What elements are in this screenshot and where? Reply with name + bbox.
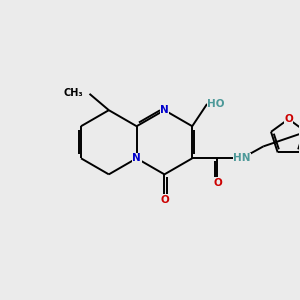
Text: O: O — [213, 178, 222, 188]
Text: N: N — [132, 153, 141, 163]
Text: O: O — [284, 114, 293, 124]
Text: HO: HO — [207, 99, 225, 109]
Text: N: N — [160, 105, 169, 115]
Text: O: O — [160, 195, 169, 205]
Text: HN: HN — [233, 153, 250, 163]
Text: CH₃: CH₃ — [63, 88, 83, 98]
